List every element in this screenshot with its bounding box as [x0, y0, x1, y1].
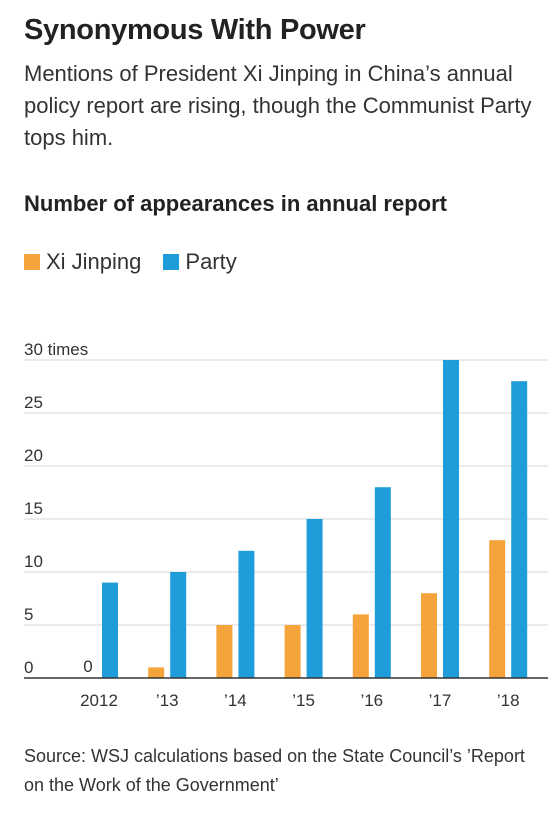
y-tick-label: 30 times [24, 340, 88, 359]
y-tick-label: 15 [24, 499, 43, 518]
legend: Xi Jinping Party [24, 249, 259, 275]
chart-subtitle: Mentions of President Xi Jinping in Chin… [24, 61, 532, 150]
y-tick-label: 25 [24, 393, 43, 412]
data-label: 0 [83, 657, 92, 676]
x-tick-label: ’18 [497, 691, 520, 710]
legend-swatch-party [163, 254, 180, 270]
bar-xi [216, 625, 233, 678]
bar-xi [148, 667, 165, 678]
bar-party [306, 519, 323, 678]
bar-party [374, 487, 391, 678]
bar-xi [489, 540, 506, 678]
bar-party [170, 572, 187, 678]
y-tick-label: 5 [24, 605, 33, 624]
x-tick-label: ’14 [224, 691, 247, 710]
bar-party [443, 360, 459, 678]
legend-label-party: Party [185, 249, 237, 274]
legend-swatch-xi [24, 254, 40, 270]
y-tick-label: 0 [24, 658, 33, 677]
x-tick-label: 2012 [80, 691, 118, 710]
bar-xi [352, 614, 369, 678]
legend-item-party: Party [163, 249, 237, 275]
chart-subheading: Number of appearances in annual report [24, 191, 447, 216]
x-tick-label: ’16 [360, 691, 383, 710]
chart-title-heading: Synonymous With Power [24, 14, 366, 46]
legend-label-xi: Xi Jinping [46, 249, 142, 274]
x-tick-label: ’15 [292, 691, 315, 710]
bar-xi [421, 593, 437, 678]
y-tick-label: 20 [24, 446, 43, 465]
bar-chart: 0 5 10 15 20 25 30 times 2012 ’13 ’14 ’15 ’16 ’17 ’18… [24, 340, 548, 710]
legend-item-xi: Xi Jinping [24, 249, 141, 275]
bar-xi [284, 625, 301, 678]
source-note: Source: WSJ calculations based on the St… [24, 746, 525, 795]
y-tick-label: 10 [24, 552, 43, 571]
bar-party [102, 582, 118, 678]
x-tick-label: ’17 [429, 691, 452, 710]
x-tick-label: ’13 [156, 691, 179, 710]
bar-party [238, 550, 255, 678]
bar-party [511, 381, 528, 678]
